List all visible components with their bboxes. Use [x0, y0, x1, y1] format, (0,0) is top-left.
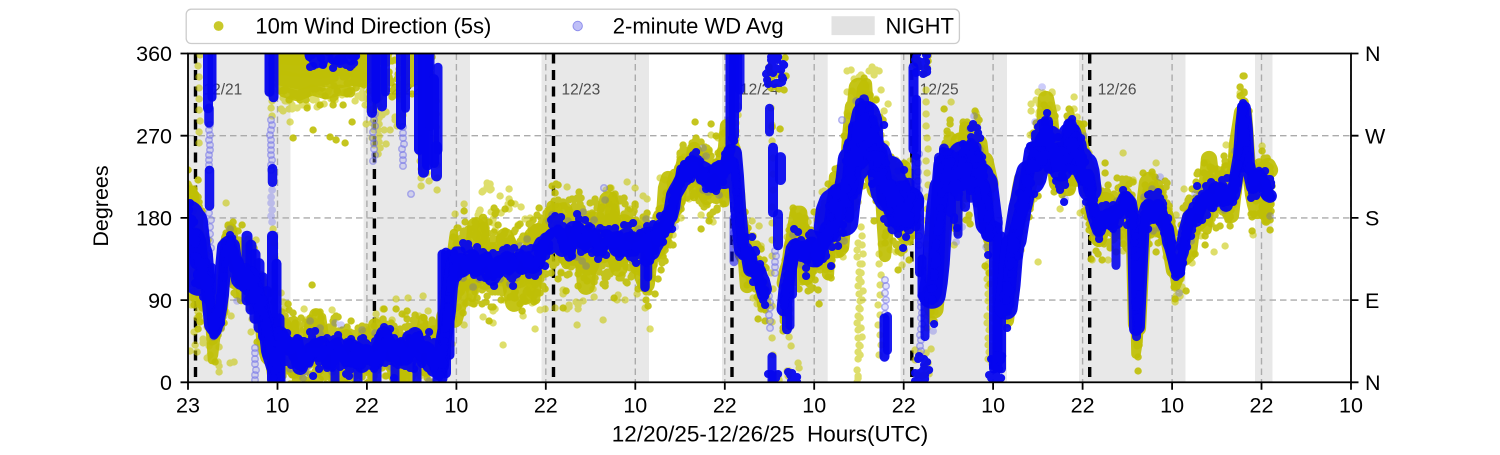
- svg-text:W: W: [1365, 124, 1386, 148]
- svg-text:22: 22: [713, 394, 737, 418]
- svg-text:22: 22: [1250, 394, 1274, 418]
- svg-text:22: 22: [534, 394, 558, 418]
- svg-text:10: 10: [266, 394, 290, 418]
- svg-text:NIGHT: NIGHT: [886, 14, 954, 39]
- svg-text:22: 22: [1071, 394, 1095, 418]
- svg-text:S: S: [1365, 207, 1379, 231]
- svg-text:12/25: 12/25: [920, 82, 959, 99]
- svg-text:10: 10: [981, 394, 1005, 418]
- svg-text:23: 23: [176, 394, 200, 418]
- svg-text:10m Wind Direction (5s): 10m Wind Direction (5s): [255, 14, 491, 39]
- svg-text:10: 10: [444, 394, 468, 418]
- svg-text:2-minute WD Avg: 2-minute WD Avg: [613, 14, 784, 39]
- svg-text:N: N: [1365, 42, 1381, 66]
- svg-text:0: 0: [160, 371, 172, 395]
- svg-text:12/26: 12/26: [1098, 82, 1137, 99]
- svg-text:E: E: [1365, 289, 1379, 313]
- svg-text:360: 360: [136, 42, 172, 66]
- svg-text:10: 10: [623, 394, 647, 418]
- svg-text:22: 22: [892, 394, 916, 418]
- svg-text:10: 10: [802, 394, 826, 418]
- svg-text:90: 90: [148, 289, 172, 313]
- svg-text:N: N: [1365, 371, 1381, 395]
- svg-text:180: 180: [136, 207, 172, 231]
- svg-text:10: 10: [1339, 394, 1363, 418]
- svg-text:12/23: 12/23: [562, 82, 601, 99]
- svg-text:12/20/25-12/26/25 Hours(UTC): 12/20/25-12/26/25 Hours(UTC): [612, 422, 928, 447]
- svg-text:Degrees: Degrees: [89, 165, 113, 246]
- svg-text:10: 10: [1160, 394, 1184, 418]
- svg-text:22: 22: [355, 394, 379, 418]
- svg-text:270: 270: [136, 124, 172, 148]
